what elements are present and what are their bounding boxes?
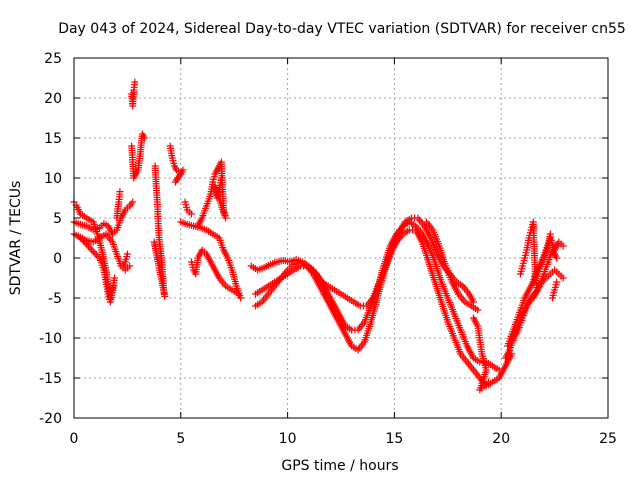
data-point xyxy=(559,274,567,282)
data-point xyxy=(150,238,158,246)
data-point xyxy=(174,174,182,182)
data-point xyxy=(559,242,567,250)
y-tick-label: 0 xyxy=(53,251,62,267)
data-point xyxy=(474,306,482,314)
data-point xyxy=(126,262,134,270)
plot-frame xyxy=(73,57,609,419)
data-point xyxy=(237,294,245,302)
data-point xyxy=(123,250,131,258)
chart-title: Day 043 of 2024, Sidereal Day-to-day VTE… xyxy=(58,21,626,37)
series-track-22 xyxy=(529,230,561,302)
tick-labels: 0 5 10 15 20 25 -20 -15 -10 -5 0 5 10 15 20 25 xyxy=(39,51,617,447)
data-point xyxy=(234,290,242,298)
y-tick-label: 15 xyxy=(44,131,62,147)
y-tick-label: 10 xyxy=(44,171,62,187)
series-track-11 xyxy=(187,246,242,298)
data-point xyxy=(116,188,124,196)
data-point xyxy=(81,239,89,247)
data-point xyxy=(92,251,100,259)
series-track-16 xyxy=(422,218,482,314)
y-axis-label: SDTVAR / TECUs xyxy=(8,181,24,296)
data-point xyxy=(546,230,554,238)
x-tick-label: 20 xyxy=(492,431,510,447)
data-points xyxy=(70,78,567,394)
series-track-12 xyxy=(194,158,230,230)
data-point xyxy=(484,378,492,386)
series-track-3 xyxy=(70,198,137,238)
data-point xyxy=(91,249,99,257)
series-track-4 xyxy=(76,234,118,306)
y-tick-label: 25 xyxy=(44,51,62,67)
data-point xyxy=(89,248,97,256)
x-axis-label: GPS time / hours xyxy=(281,458,398,474)
data-point xyxy=(527,294,535,302)
x-tick-label: 0 xyxy=(70,431,79,447)
data-point xyxy=(151,242,159,250)
data-point xyxy=(217,174,225,182)
data-point xyxy=(129,198,137,206)
data-point xyxy=(78,236,86,244)
data-point xyxy=(76,234,84,242)
y-tick-label: -5 xyxy=(48,291,62,307)
series-track-7 xyxy=(150,162,169,300)
y-tick-label: -15 xyxy=(39,371,62,387)
data-point xyxy=(553,278,561,286)
data-point xyxy=(187,210,195,218)
series-track-10 xyxy=(181,198,195,218)
data-point xyxy=(111,274,119,282)
data-point xyxy=(94,252,102,260)
y-tick-label: 20 xyxy=(44,91,62,107)
data-point xyxy=(553,254,561,262)
x-tick-label: 5 xyxy=(176,431,185,447)
series-track-6 xyxy=(128,78,148,182)
y-tick-label: -10 xyxy=(39,331,62,347)
data-point xyxy=(131,78,139,86)
x-tick-label: 10 xyxy=(279,431,297,447)
y-tick-label: -20 xyxy=(39,411,62,427)
series-track-17 xyxy=(469,314,492,394)
x-tick-label: 25 xyxy=(599,431,617,447)
series-track-5 xyxy=(113,188,131,270)
data-point xyxy=(80,237,88,245)
data-point xyxy=(110,282,118,290)
x-tick-label: 15 xyxy=(385,431,403,447)
data-point xyxy=(140,134,148,142)
series-track-8 xyxy=(166,142,187,186)
series-track-15 xyxy=(252,226,516,390)
grid-lines xyxy=(74,58,608,418)
y-tick-label: 5 xyxy=(53,211,62,227)
